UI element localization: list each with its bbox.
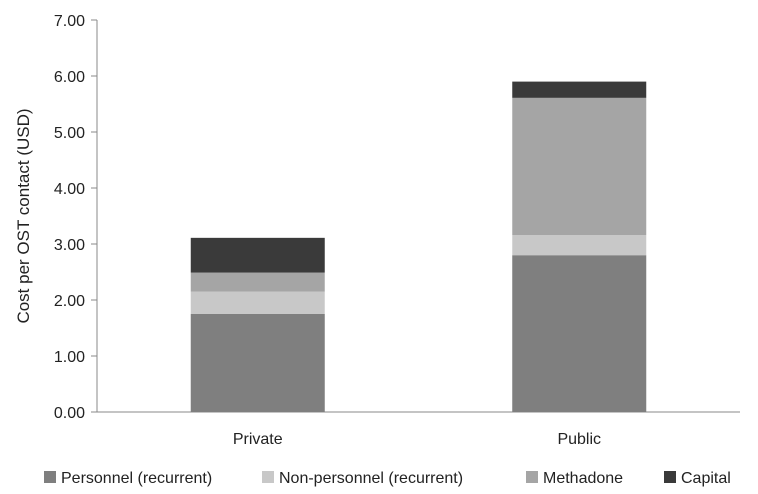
bar-segment-personnel-recurrent-public <box>512 255 647 412</box>
x-tick-label: Private <box>233 431 283 448</box>
x-axis: Private Public <box>97 411 740 448</box>
bar-segment-methadone-private <box>190 272 325 292</box>
bar-segment-capital-public <box>512 81 647 98</box>
legend-swatch <box>664 471 676 483</box>
bar-segment-methadone-public <box>512 97 647 236</box>
y-tick-label: 4.00 <box>54 181 85 198</box>
bar-segment-non-personnel-recurrent-private <box>190 291 325 314</box>
y-tick-label: 7.00 <box>54 13 85 30</box>
y-axis: 0.00 1.00 2.00 3.00 4.00 5.00 6.00 7.00 <box>54 13 98 422</box>
legend-label: Capital <box>681 470 731 487</box>
y-tick-label: 3.00 <box>54 237 85 254</box>
legend-label: Methadone <box>543 470 623 487</box>
y-tick-label: 1.00 <box>54 349 85 366</box>
legend-swatch <box>44 471 56 483</box>
y-tick-label: 0.00 <box>54 405 85 422</box>
y-tick-label: 6.00 <box>54 69 85 86</box>
y-tick-label: 2.00 <box>54 293 85 310</box>
y-tick-label: 5.00 <box>54 125 85 142</box>
legend-swatch <box>526 471 538 483</box>
bar-segment-non-personnel-recurrent-public <box>512 235 647 256</box>
x-tick-label: Public <box>557 431 601 448</box>
y-axis-title: Cost per OST contact (USD) <box>14 108 33 323</box>
legend: Personnel (recurrent) Non-personnel (recu… <box>44 470 731 487</box>
legend-label: Personnel (recurrent) <box>61 470 212 487</box>
bars <box>190 81 647 412</box>
legend-label: Non-personnel (recurrent) <box>279 470 463 487</box>
bar-segment-personnel-recurrent-private <box>190 314 325 412</box>
legend-swatch <box>262 471 274 483</box>
bar-segment-capital-private <box>190 237 325 273</box>
